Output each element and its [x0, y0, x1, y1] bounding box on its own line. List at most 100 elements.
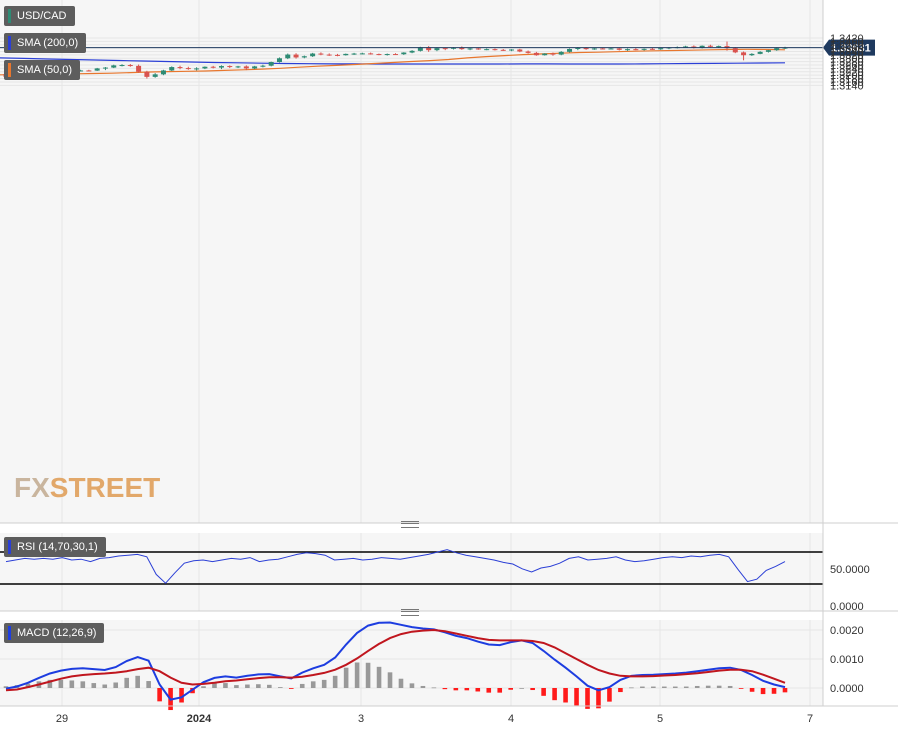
macd-histogram-bar: [212, 683, 217, 688]
price-tick-label: 1.3400: [830, 36, 864, 48]
candle-body: [517, 49, 523, 52]
macd-indicator: 0.0020 0.0010 0.0000: [0, 621, 864, 711]
macd-histogram-bar: [102, 684, 108, 688]
candle-body: [658, 48, 664, 50]
candle-body: [484, 49, 490, 51]
price-tick-label: 1.3420: [830, 33, 864, 45]
candle-body: [127, 65, 133, 67]
price-tick-label: 1.3220: [830, 67, 864, 79]
legend-macd[interactable]: MACD (12,26,9): [4, 623, 105, 643]
macd-histogram-bar: [431, 687, 437, 689]
macd-histogram-bar: [662, 686, 667, 688]
macd-histogram-bar: [124, 677, 129, 688]
macd-histogram-bar: [420, 685, 426, 688]
candle-body: [608, 48, 614, 50]
macd-histogram-bar: [69, 680, 75, 688]
macd-histogram-bar: [782, 688, 788, 693]
candle-body: [765, 50, 771, 52]
current-price-badge: [823, 39, 875, 56]
candle-body: [218, 66, 224, 68]
candle-body: [210, 66, 216, 68]
macd-histogram-bar: [552, 688, 557, 701]
candle-body: [227, 66, 233, 68]
rsi-swatch: [8, 540, 11, 554]
macd-histogram-bar: [157, 688, 162, 702]
macd-histogram-bar: [113, 682, 119, 688]
price-tick-label: 1.3260: [830, 60, 864, 72]
sma200-line: [0, 57, 786, 65]
price-tick-label: 1.3280: [830, 57, 864, 69]
candle-body: [301, 56, 307, 58]
candle-body: [260, 65, 266, 67]
candle-body: [500, 49, 506, 51]
legend-symbol[interactable]: USD/CAD: [4, 6, 75, 26]
candle-body: [293, 54, 299, 58]
macd-histogram-bar: [376, 666, 382, 688]
candle-body: [558, 51, 564, 55]
current-price: 1.33631: [0, 39, 875, 56]
candle-body: [633, 49, 639, 51]
candle-body: [252, 66, 258, 69]
macd-line: [5, 621, 786, 701]
macd-histogram-bar: [256, 684, 261, 688]
grid: [0, 0, 823, 706]
legend-sma200-label: SMA (200,0): [17, 37, 79, 49]
candle-body: [459, 47, 465, 50]
macd-histogram-bar: [25, 683, 31, 688]
rsi-tick-label: 0.0000: [830, 601, 864, 613]
candle-body: [243, 66, 249, 69]
candle-body: [583, 47, 589, 50]
macd-histogram-bar: [409, 683, 415, 688]
macd-tick-label: 0.0020: [830, 625, 864, 637]
legend-rsi[interactable]: RSI (14,70,30,1): [4, 537, 106, 557]
macd-histogram-bar: [442, 688, 448, 690]
macd-histogram-bar: [771, 688, 777, 694]
macd-histogram-bar: [299, 683, 305, 688]
legend-sma50[interactable]: SMA (50,0): [4, 60, 81, 80]
price-tick-label: 1.3240: [830, 63, 864, 75]
macd-histogram-bar: [727, 685, 733, 688]
legend-sma200[interactable]: SMA (200,0): [4, 33, 87, 53]
candle-body: [160, 70, 166, 75]
candle-body: [575, 47, 581, 49]
macd-histogram-bar: [343, 667, 349, 688]
macd-histogram-bar: [683, 686, 689, 688]
price-tick-label: 1.3380: [830, 40, 864, 52]
macd-histogram-bar: [288, 688, 294, 689]
macd-histogram-bar: [475, 688, 481, 692]
candle-body: [600, 48, 606, 50]
macd-histogram-bar: [541, 688, 546, 696]
candle-body: [144, 71, 150, 77]
candle-body: [393, 54, 398, 56]
candle-body: [94, 68, 100, 71]
current-price-label: 1.33631: [831, 43, 871, 55]
candle-body: [318, 53, 324, 55]
candle-body: [475, 48, 481, 50]
candle-body: [343, 53, 349, 56]
candle-body: [102, 67, 108, 69]
macd-histogram-bar: [607, 688, 612, 702]
rsi-resize-handle[interactable]: [401, 521, 419, 528]
price-tick-label: 1.3200: [830, 70, 864, 82]
macd-histogram-bar: [321, 679, 327, 688]
price-tick-label: 1.3300: [830, 53, 864, 65]
macd-histogram-bar: [508, 688, 514, 690]
candle-body: [409, 50, 415, 53]
macd-histogram-bar: [694, 685, 700, 688]
macd-histogram-bar: [464, 688, 470, 691]
rsi-panel: [0, 533, 823, 611]
candle-body: [533, 52, 539, 56]
candle-body: [368, 53, 374, 55]
candle-body: [185, 68, 191, 70]
signal-line: [5, 628, 786, 692]
candle-body: [351, 53, 357, 55]
candle-body: [542, 53, 548, 56]
price-tick-label: 1.3360: [830, 43, 864, 55]
candle-body: [716, 46, 722, 48]
candle-body: [434, 48, 440, 51]
candle-body: [169, 67, 175, 71]
candle-body: [111, 65, 117, 68]
macd-resize-handle[interactable]: [401, 609, 419, 616]
price-tick-label: 1.3340: [830, 47, 864, 59]
candle-body: [591, 48, 597, 50]
